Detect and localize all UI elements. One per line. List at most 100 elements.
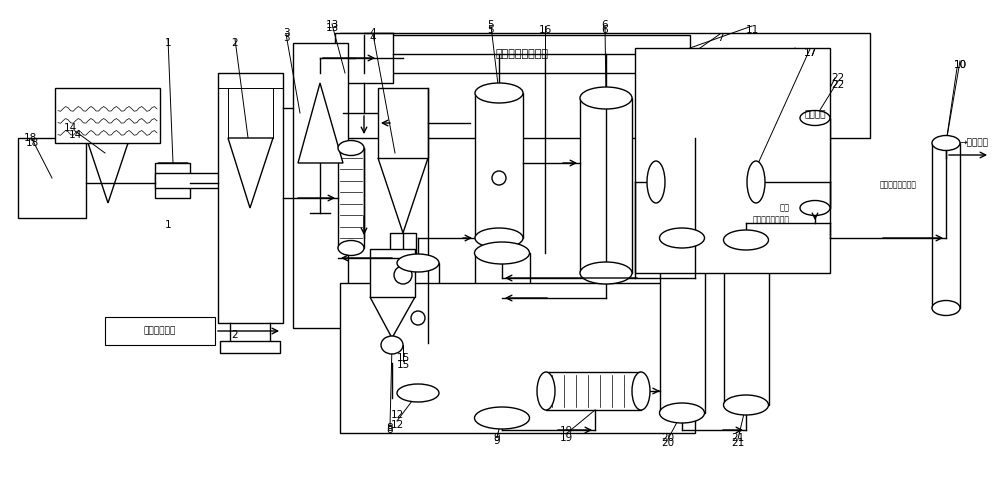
Text: 氢气: 氢气	[780, 204, 790, 212]
Ellipse shape	[338, 241, 364, 255]
Bar	[293, 43, 348, 328]
Bar	[635, 48, 830, 273]
Bar	[724, 240, 769, 405]
Ellipse shape	[800, 110, 830, 126]
Text: 6: 6	[602, 25, 608, 35]
Bar	[800, 118, 830, 208]
Text: 8: 8	[387, 423, 393, 433]
Bar	[355, 35, 690, 73]
Text: 3: 3	[283, 33, 289, 43]
Ellipse shape	[647, 161, 665, 203]
Ellipse shape	[800, 201, 830, 215]
Bar	[475, 253, 530, 418]
Ellipse shape	[537, 372, 555, 410]
Text: 22: 22	[831, 80, 845, 90]
Ellipse shape	[397, 384, 439, 402]
Bar	[55, 88, 160, 143]
Bar	[546, 372, 641, 410]
Ellipse shape	[397, 254, 439, 272]
Bar	[155, 163, 190, 198]
Text: 21: 21	[731, 433, 745, 443]
Text: 8: 8	[387, 425, 393, 435]
Text: 4: 4	[370, 28, 376, 38]
Text: 13: 13	[325, 23, 339, 33]
Text: 10: 10	[953, 60, 967, 70]
Text: 氮气、水蒸气: 氮气、水蒸气	[144, 326, 176, 336]
Bar	[340, 33, 870, 138]
Bar	[335, 33, 393, 83]
Text: 蒸汽用干燥压缩机: 蒸汽用干燥压缩机	[496, 49, 548, 59]
Text: 闪蒸气去蒸汽锅炉: 闪蒸气去蒸汽锅炉	[880, 180, 917, 189]
Bar	[397, 263, 439, 393]
Polygon shape	[228, 138, 273, 208]
Text: 6: 6	[602, 20, 608, 30]
Ellipse shape	[475, 83, 523, 103]
Text: 11: 11	[745, 25, 759, 35]
Ellipse shape	[338, 141, 364, 155]
Text: 18: 18	[25, 138, 39, 148]
Ellipse shape	[932, 136, 960, 150]
Text: 1: 1	[165, 38, 171, 48]
Ellipse shape	[724, 395, 768, 415]
Text: 9: 9	[494, 436, 500, 446]
Polygon shape	[158, 163, 188, 193]
Text: 21: 21	[731, 438, 745, 448]
Bar	[378, 88, 428, 158]
Ellipse shape	[475, 228, 523, 248]
Bar	[105, 317, 215, 345]
Text: 解吸气去蒸汽锅炉: 解吸气去蒸汽锅炉	[753, 215, 790, 224]
Bar	[338, 148, 364, 248]
Ellipse shape	[747, 161, 765, 203]
Text: 12: 12	[390, 410, 404, 420]
Text: 18: 18	[23, 133, 37, 143]
Text: 变压吸附: 变压吸附	[804, 110, 826, 119]
Ellipse shape	[632, 372, 650, 410]
Bar	[220, 341, 280, 353]
Text: 9: 9	[494, 433, 500, 443]
Bar	[932, 143, 960, 308]
Text: 7: 7	[717, 33, 723, 43]
Text: 22: 22	[831, 73, 845, 83]
Text: 17: 17	[803, 48, 817, 58]
Ellipse shape	[580, 262, 632, 284]
Text: 4: 4	[370, 33, 376, 43]
Bar	[370, 249, 415, 297]
Text: 16: 16	[538, 25, 552, 35]
Text: 2: 2	[232, 38, 238, 48]
Text: 2: 2	[232, 330, 238, 340]
Text: 19: 19	[559, 433, 573, 443]
Text: 15: 15	[396, 360, 410, 370]
Ellipse shape	[932, 301, 960, 316]
Ellipse shape	[394, 266, 412, 284]
Polygon shape	[298, 83, 343, 163]
Bar	[475, 93, 523, 238]
Bar	[660, 238, 705, 413]
Bar	[155, 173, 220, 188]
Bar	[218, 73, 283, 323]
Text: 20: 20	[661, 438, 675, 448]
Ellipse shape	[660, 403, 704, 423]
Text: 5: 5	[488, 25, 494, 35]
Ellipse shape	[492, 171, 506, 185]
Text: 14: 14	[63, 123, 77, 133]
Polygon shape	[370, 297, 415, 338]
Text: 20: 20	[661, 433, 675, 443]
Polygon shape	[88, 143, 128, 203]
Bar	[656, 161, 756, 203]
Ellipse shape	[381, 336, 403, 354]
Text: 5: 5	[488, 20, 494, 30]
Text: 10: 10	[953, 60, 967, 70]
Text: 13: 13	[325, 20, 339, 30]
Bar	[18, 138, 86, 218]
Text: 1: 1	[165, 220, 171, 230]
Text: →绿色甲醇: →绿色甲醇	[960, 139, 989, 147]
Ellipse shape	[411, 311, 425, 325]
Text: 14: 14	[68, 130, 82, 140]
Bar	[580, 98, 632, 273]
Polygon shape	[378, 158, 428, 233]
Ellipse shape	[724, 230, 768, 250]
Ellipse shape	[580, 87, 632, 109]
Text: 17: 17	[803, 48, 817, 58]
Ellipse shape	[475, 407, 530, 429]
Ellipse shape	[475, 242, 530, 264]
